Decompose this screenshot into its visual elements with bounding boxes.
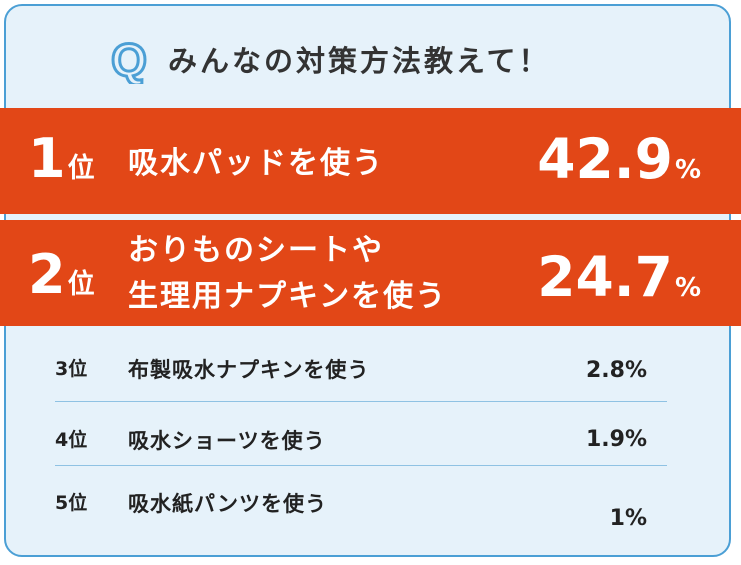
row-divider bbox=[55, 465, 667, 466]
rank-1: 1位 bbox=[28, 132, 95, 186]
row-rank: 4位 bbox=[55, 429, 88, 451]
rank-2-number: 2 bbox=[28, 243, 66, 306]
q-icon: Q bbox=[110, 34, 149, 84]
question-header: Q みんなの対策方法教えて！ bbox=[100, 34, 551, 84]
rank-2-label: おりものシートや 生理用ナプキンを使う bbox=[128, 228, 447, 320]
row-percent: 1% bbox=[609, 506, 647, 531]
question-text: みんなの対策方法教えて！ bbox=[168, 44, 551, 78]
rank-1-percent: 42.9% bbox=[537, 132, 701, 187]
row-rank: 3位 bbox=[55, 358, 88, 380]
rank-1-label: 吸水パッドを使う bbox=[128, 138, 384, 182]
row-percent: 1.9% bbox=[585, 427, 647, 452]
row-divider bbox=[55, 401, 667, 402]
rank-1-label-line: 吸水パッドを使う bbox=[128, 146, 384, 181]
rank-1-band: 1位 吸水パッドを使う 42.9% bbox=[0, 108, 741, 214]
q-letter: Q bbox=[111, 34, 147, 84]
row-label: 吸水紙パンツを使う bbox=[128, 492, 328, 516]
row-label: 布製吸水ナプキンを使う bbox=[128, 358, 370, 382]
rank-2-label-line-2: 生理用ナプキンを使う bbox=[128, 279, 448, 314]
rank-2: 2位 bbox=[28, 248, 95, 302]
rank-1-suffix: 位 bbox=[67, 153, 95, 184]
rank-row: 3位 布製吸水ナプキンを使う 2.8% bbox=[55, 354, 667, 418]
rank-row: 4位 吸水ショーツを使う 1.9% bbox=[55, 425, 667, 489]
rank-row: 5位 吸水紙パンツを使う 1% bbox=[55, 488, 667, 552]
rank-1-percent-value: 42.9 bbox=[537, 127, 673, 191]
row-label: 吸水ショーツを使う bbox=[128, 429, 326, 453]
rank-2-percent-sign: % bbox=[674, 273, 701, 303]
rank-1-number: 1 bbox=[28, 127, 66, 190]
rank-2-percent: 24.7% bbox=[537, 250, 701, 305]
rank-1-percent-sign: % bbox=[674, 155, 701, 185]
row-rank: 5位 bbox=[55, 492, 88, 514]
rank-2-suffix: 位 bbox=[67, 269, 95, 300]
row-percent: 2.8% bbox=[585, 358, 647, 383]
rank-2-percent-value: 24.7 bbox=[537, 245, 673, 309]
rank-2-label-line-1: おりものシートや bbox=[128, 233, 384, 268]
rank-2-band: 2位 おりものシートや 生理用ナプキンを使う 24.7% bbox=[0, 220, 741, 326]
